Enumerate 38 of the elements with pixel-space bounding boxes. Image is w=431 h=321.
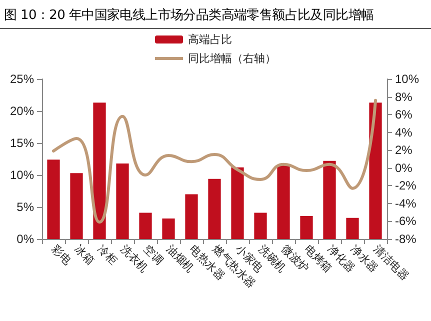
y2-tick-label: -8% xyxy=(395,232,417,246)
y-tick-label: 20% xyxy=(10,104,34,118)
y2-tick-label: 6% xyxy=(395,108,413,122)
y2-tick-label: -4% xyxy=(395,196,417,210)
legend-label: 同比增幅（右轴） xyxy=(188,52,276,65)
bar xyxy=(369,102,382,239)
bar xyxy=(277,164,290,239)
bar xyxy=(70,173,83,239)
chart-title: 图 10：20 年中国家电线上市场分品类高端零售额占比及同比增幅 xyxy=(0,0,431,29)
bar xyxy=(346,218,359,239)
bar xyxy=(254,212,267,239)
y2-tick-label: 8% xyxy=(395,90,413,104)
y-tick-label: 15% xyxy=(10,136,34,150)
legend-label: 高端占比 xyxy=(188,33,232,46)
bar xyxy=(116,163,129,239)
bar xyxy=(139,212,152,239)
y-tick-label: 25% xyxy=(10,72,34,86)
y-tick-label: 0% xyxy=(16,232,34,246)
y2-tick-label: 10% xyxy=(395,72,420,86)
bar xyxy=(185,194,198,239)
bar xyxy=(93,102,106,239)
y2-tick-label: 2% xyxy=(395,143,413,158)
y-tick-label: 10% xyxy=(10,168,34,182)
bar xyxy=(231,167,244,239)
y2-tick-label: -6% xyxy=(395,214,417,228)
bar xyxy=(162,218,175,239)
bar xyxy=(300,216,313,239)
y2-tick-label: -2% xyxy=(395,178,417,193)
x-tick-label: 冷柜 xyxy=(94,242,120,268)
y2-tick-label: 4% xyxy=(395,125,413,140)
y-tick-label: 5% xyxy=(16,200,34,214)
bar xyxy=(208,178,221,239)
line-series xyxy=(52,98,377,224)
bar xyxy=(323,160,336,239)
y2-tick-label: 0% xyxy=(395,160,413,175)
x-tick-label: 冰箱 xyxy=(72,242,97,268)
x-tick-label: 彩电 xyxy=(48,242,74,268)
bar xyxy=(47,160,60,239)
